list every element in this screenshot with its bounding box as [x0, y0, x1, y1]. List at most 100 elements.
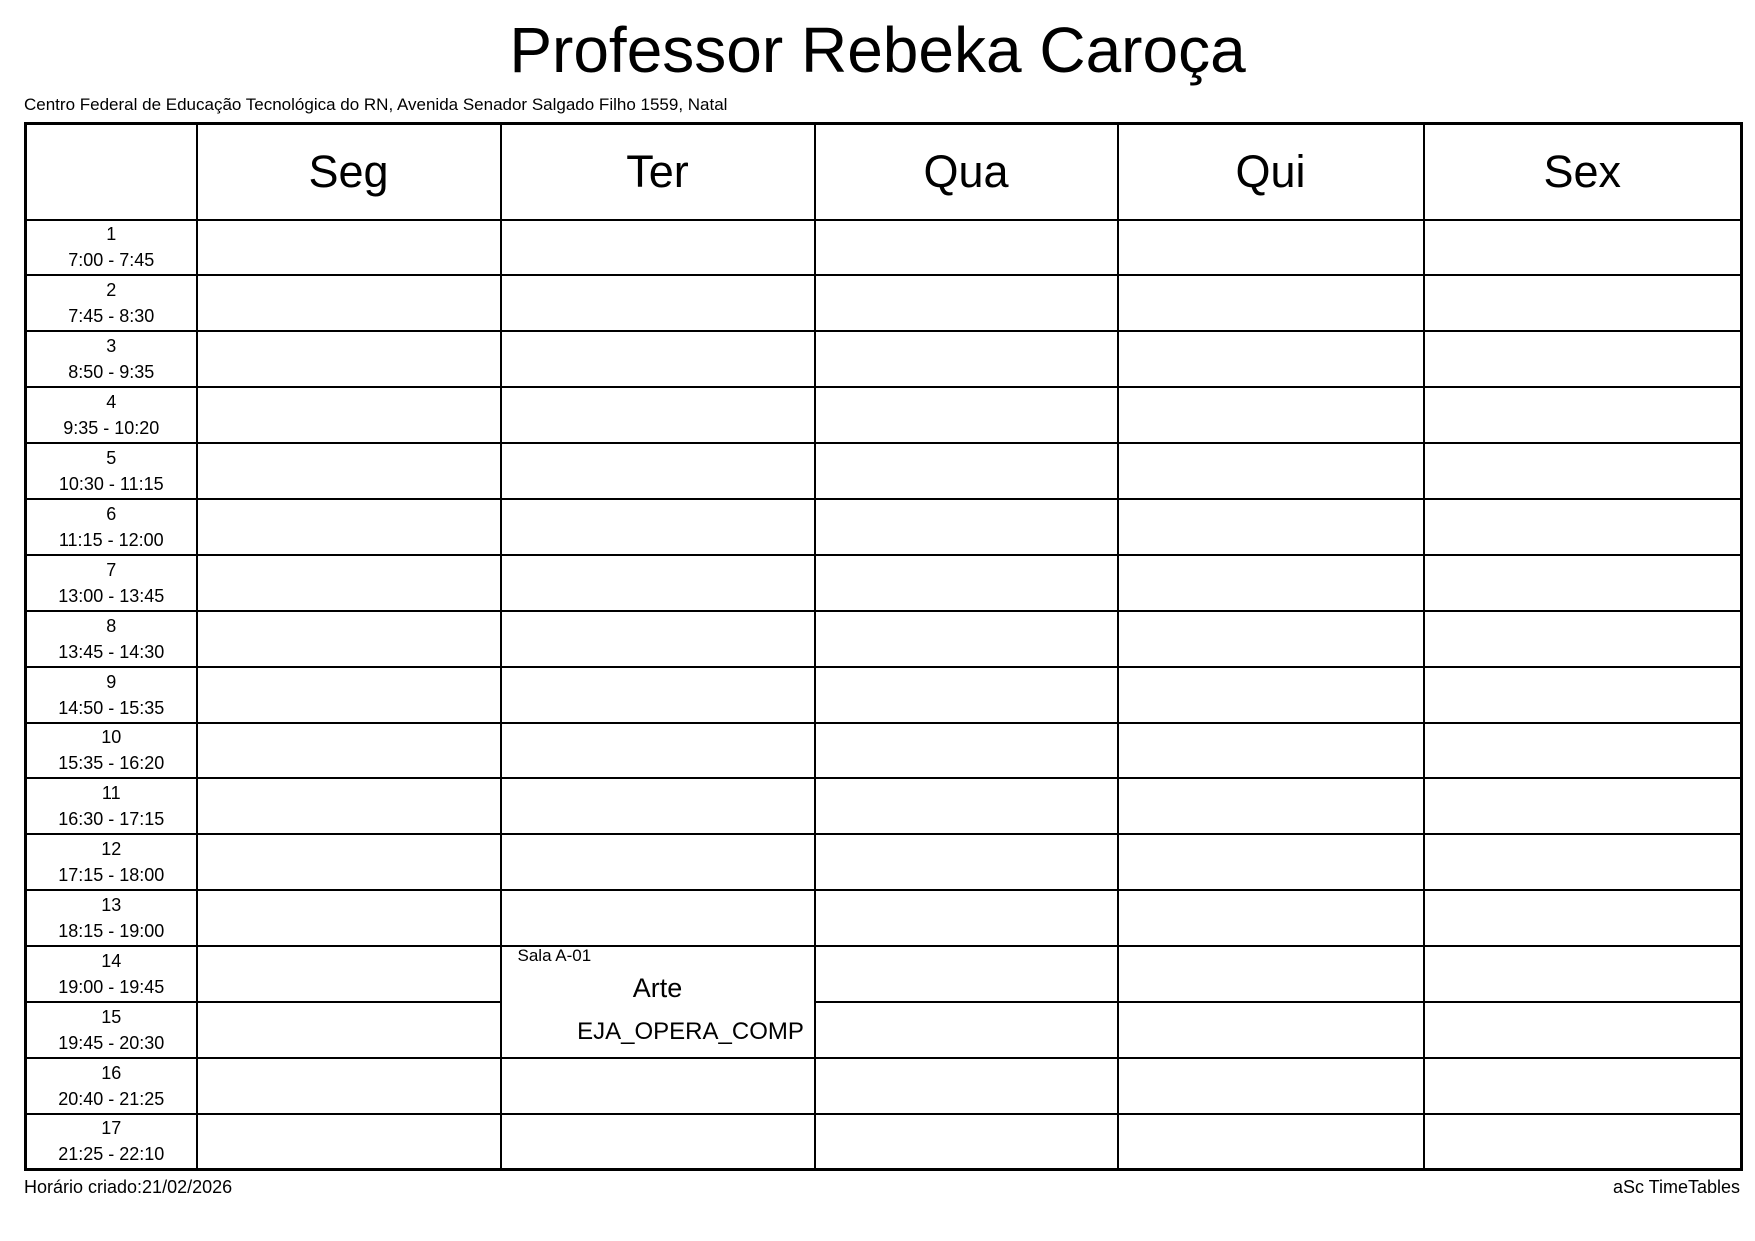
empty-cell — [1116, 274, 1425, 333]
period-row-14: 14 19:00 - 19:45 Sala A-01 Arte EJA_OPER… — [24, 945, 1743, 1059]
page-title: Professor Rebeka Caroça — [509, 14, 1246, 86]
empty-cell — [1116, 1000, 1425, 1059]
period-number: 11 — [101, 783, 121, 804]
created-date-label: Horário criado:21/02/2026 — [24, 1177, 233, 1198]
period-label-1: 1 7:00 - 7:45 — [24, 218, 198, 277]
empty-cell — [499, 330, 816, 389]
empty-cell — [195, 386, 502, 445]
period-number: 5 — [106, 448, 117, 468]
period-label-9: 9 14:50 - 15:35 — [24, 665, 198, 724]
empty-cell — [499, 777, 816, 836]
empty-cell — [1422, 777, 1743, 836]
period-number: 13 — [101, 895, 122, 916]
empty-cell — [1116, 777, 1425, 836]
period-time: 13:00 - 13:45 — [58, 585, 165, 606]
period-time: 11:15 - 12:00 — [58, 529, 164, 550]
period-label-13: 13 18:15 - 19:00 — [24, 889, 198, 948]
period-time: 17:15 - 18:00 — [58, 865, 165, 886]
period-time: 18:15 - 19:00 — [58, 921, 165, 942]
empty-cell — [499, 497, 816, 556]
empty-cell — [1116, 665, 1425, 724]
empty-cell — [195, 330, 502, 389]
school-address: Centro Federal de Educação Tecnológica d… — [24, 95, 728, 114]
empty-cell — [195, 833, 502, 892]
empty-cell — [813, 609, 1119, 668]
empty-cell — [1422, 553, 1743, 612]
empty-cell — [1116, 386, 1425, 445]
period-label-6: 6 11:15 - 12:00 — [24, 497, 198, 556]
period-row-6: 6 11:15 - 12:00 — [24, 497, 1743, 556]
period-time: 14:50 - 15:35 — [58, 697, 165, 718]
lesson-subject: Arte — [632, 973, 683, 1004]
empty-cell — [499, 833, 816, 892]
empty-cell — [499, 1112, 816, 1171]
period-label-12: 12 17:15 - 18:00 — [24, 833, 198, 892]
empty-cell — [195, 1000, 502, 1059]
period-number: 4 — [106, 392, 117, 413]
period-label-3: 3 8:50 - 9:35 — [24, 330, 198, 389]
empty-cell — [1116, 889, 1425, 948]
empty-cell — [195, 553, 502, 612]
period-time: 10:30 - 11:15 — [58, 474, 164, 494]
period-number: 7 — [106, 559, 117, 580]
empty-cell — [499, 218, 816, 277]
period-number: 12 — [101, 839, 122, 860]
empty-cell — [813, 497, 1119, 556]
period-row-17: 17 21:25 - 22:10 — [24, 1112, 1743, 1171]
empty-cell — [1422, 833, 1743, 892]
period-row-1: 1 7:00 - 7:45 — [24, 218, 1743, 277]
empty-cell — [499, 1056, 816, 1115]
period-time: 7:00 - 7:45 — [68, 250, 155, 271]
day-header-qui: Qui — [1116, 122, 1425, 221]
empty-cell — [195, 274, 502, 333]
empty-cell — [1116, 218, 1425, 277]
empty-cell — [1422, 386, 1743, 445]
empty-cell — [1116, 1056, 1425, 1115]
period-time: 16:30 - 17:15 — [58, 809, 165, 830]
period-time: 20:40 - 21:25 — [58, 1088, 165, 1109]
empty-cell — [813, 274, 1119, 333]
period-time: 13:45 - 14:30 — [58, 641, 165, 662]
empty-cell — [1116, 609, 1425, 668]
period-label-10: 10 15:35 - 16:20 — [24, 721, 198, 780]
day-header-row: Seg Ter Qua Qui Sex — [24, 122, 1743, 221]
empty-cell — [195, 442, 502, 500]
empty-cell — [813, 889, 1119, 948]
empty-cell — [1422, 497, 1743, 556]
empty-cell — [499, 721, 816, 780]
empty-cell — [1116, 833, 1425, 892]
day-header-sex: Sex — [1422, 122, 1743, 221]
empty-cell — [1422, 721, 1743, 780]
empty-cell — [499, 386, 816, 445]
period-label-11: 11 16:30 - 17:15 — [24, 777, 198, 836]
empty-cell — [499, 609, 816, 668]
empty-cell — [195, 497, 502, 556]
period-row-11: 11 16:30 - 17:15 — [24, 777, 1743, 836]
period-time: 19:45 - 20:30 — [58, 1032, 165, 1053]
empty-cell — [195, 1112, 502, 1171]
empty-cell — [499, 274, 816, 333]
timetable: Seg Ter Qua Qui Sex 1 7:00 - 7:45 2 7:45… — [24, 122, 1743, 1172]
period-time: 21:25 - 22:10 — [58, 1144, 165, 1165]
period-row-16: 16 20:40 - 21:25 — [24, 1056, 1743, 1115]
period-row-10: 10 15:35 - 16:20 — [24, 721, 1743, 780]
lesson-cell-arte: Sala A-01 Arte EJA_OPERA_COMP — [499, 945, 816, 1059]
period-label-5: 5 10:30 - 11:15 — [24, 442, 198, 500]
empty-cell — [1116, 330, 1425, 389]
period-number: 10 — [101, 727, 122, 748]
empty-cell — [1422, 274, 1743, 333]
period-number: 6 — [106, 503, 117, 524]
empty-cell — [1422, 1112, 1743, 1171]
empty-cell — [499, 553, 816, 612]
empty-cell — [813, 553, 1119, 612]
period-time: 7:45 - 8:30 — [68, 306, 155, 327]
empty-cell — [1422, 1056, 1743, 1115]
period-number: 15 — [101, 1006, 122, 1027]
empty-cell — [1422, 945, 1743, 1003]
period-row-15: 15 19:45 - 20:30 — [24, 1000, 1743, 1059]
empty-cell — [813, 442, 1119, 500]
period-row-5: 5 10:30 - 11:15 — [24, 442, 1743, 500]
empty-cell — [1422, 665, 1743, 724]
empty-cell — [1422, 442, 1743, 500]
corner-cell — [24, 122, 198, 221]
